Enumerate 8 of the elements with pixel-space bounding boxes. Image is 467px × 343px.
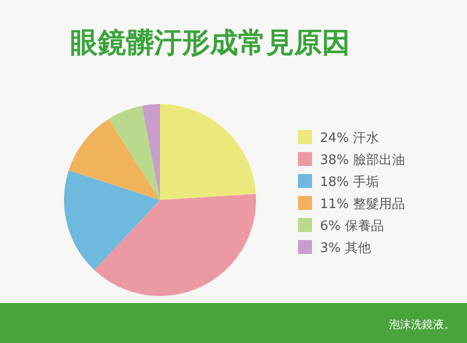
legend-label: 3% 其他: [320, 241, 371, 256]
legend-label: 11% 整髮用品: [320, 197, 406, 212]
legend-label: 18% 手垢: [320, 175, 380, 190]
legend-label: 6% 保養品: [320, 219, 384, 234]
chart-title: 眼鏡髒汙形成常見原因: [70, 26, 350, 59]
text: 泡沫洗鏡液。: [389, 318, 455, 331]
legend-label: 38% 臉部出油: [320, 153, 406, 168]
legend-label: 24% 汗水: [320, 131, 380, 146]
